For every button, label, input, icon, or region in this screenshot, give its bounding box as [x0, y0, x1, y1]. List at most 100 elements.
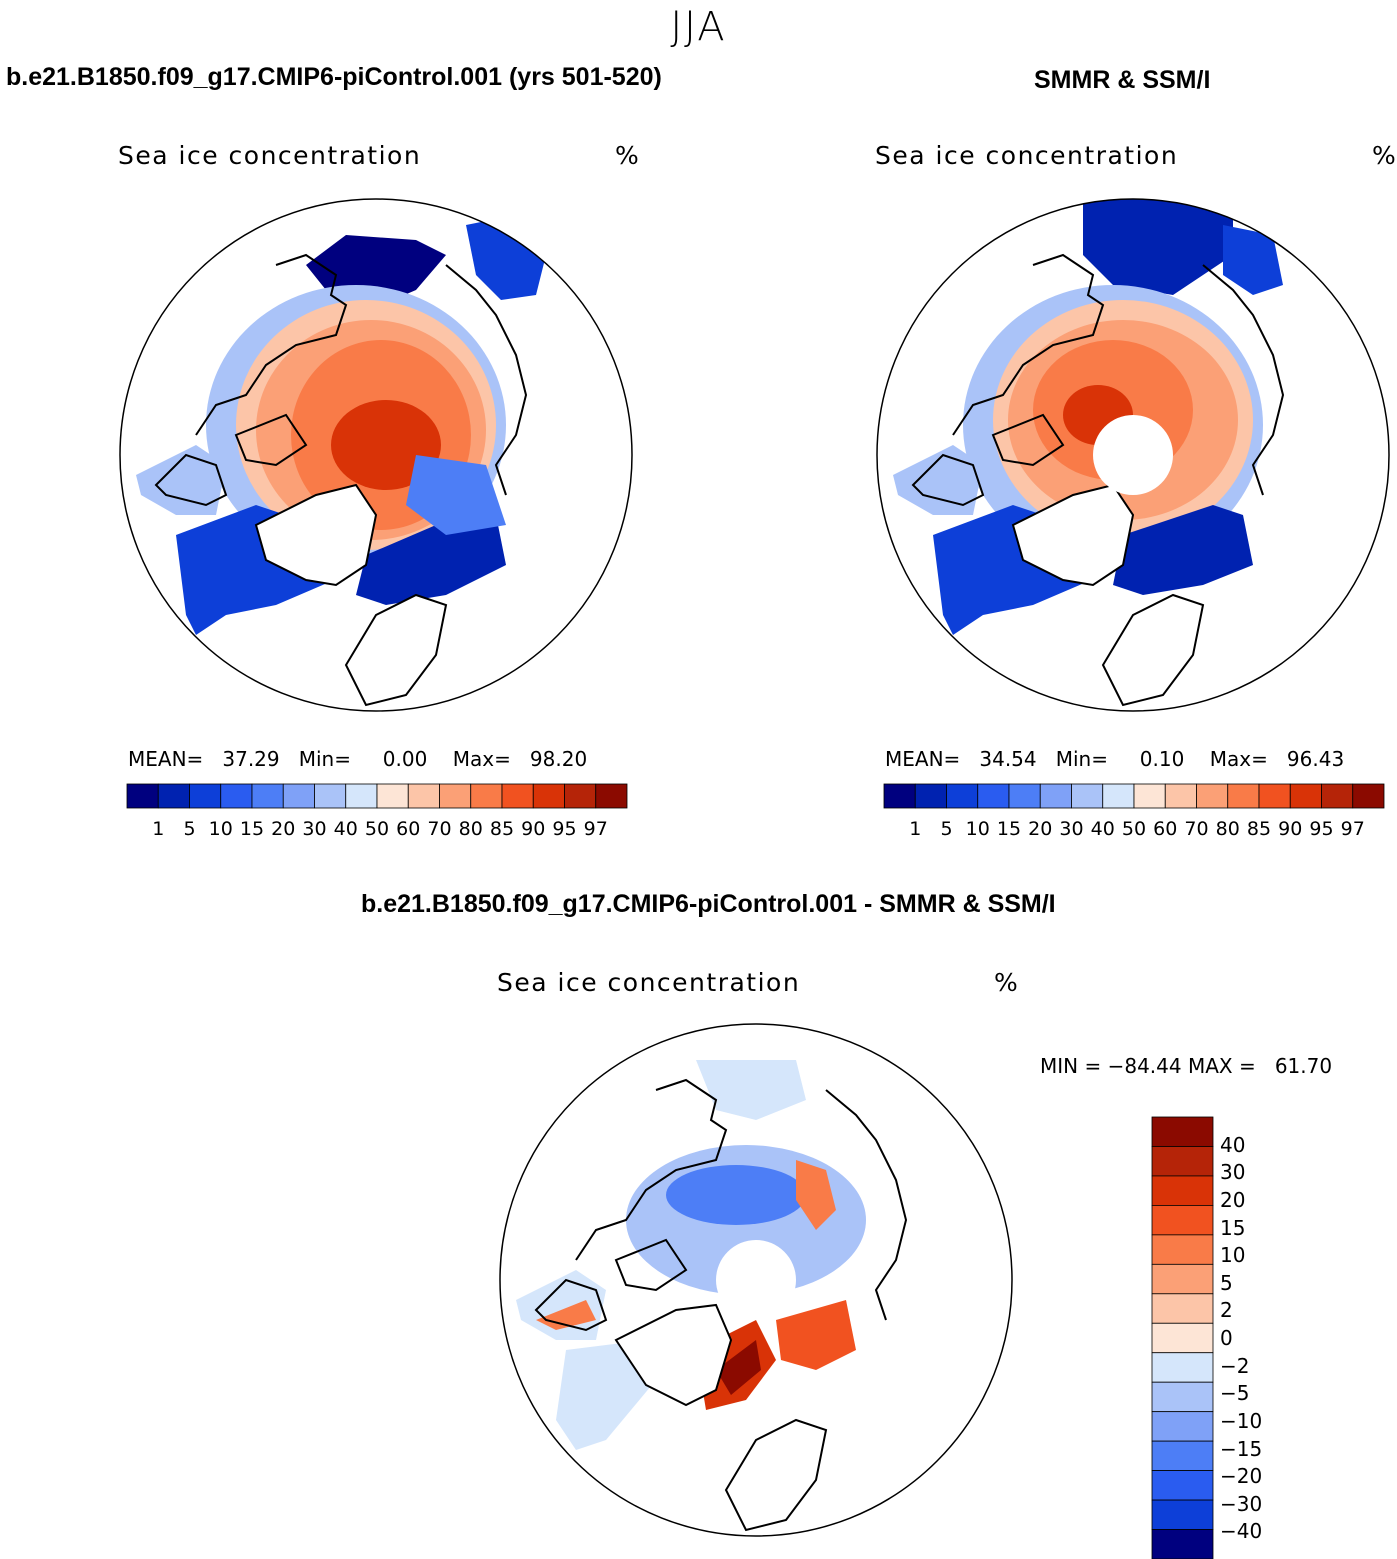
- colorbar-tick-label: 95: [552, 818, 577, 840]
- colorbar-tick-label: 15: [1220, 1215, 1246, 1240]
- colorbar-swatch: [914, 783, 947, 809]
- panel-1-mean-label: MEAN=: [128, 747, 204, 771]
- colorbar-tick-label: 50: [1121, 818, 1147, 840]
- colorbar-tick-label: 20: [1220, 1187, 1246, 1212]
- panel-2-map-border: [876, 198, 1390, 712]
- panel-1-coastline-2: [445, 264, 528, 496]
- colorbar-tick-label: 20: [271, 818, 296, 840]
- panel-2-map: [876, 198, 1390, 712]
- colorbar-swatch: [1164, 783, 1197, 809]
- diff-max: 61.70: [1274, 1054, 1333, 1078]
- panel-1-coastline-4: [234, 413, 308, 467]
- panel-2-barents-ice: [1113, 505, 1253, 595]
- colorbar-tick-label: 95: [1309, 818, 1334, 840]
- panel-1-colorbar: [126, 783, 628, 809]
- colorbar-swatch: [189, 783, 222, 809]
- panel-1-barents-ice: [356, 515, 506, 605]
- colorbar-swatch: [1039, 783, 1072, 809]
- diff-greenland: [614, 1303, 733, 1407]
- panel-1-greenland: [254, 483, 378, 587]
- panel-2-max: 96.43: [1286, 747, 1345, 771]
- panel-1-scandinavia: [344, 593, 448, 707]
- colorbar-tick-label: 10: [208, 818, 233, 840]
- colorbar-tick-label: 97: [1340, 818, 1365, 840]
- colorbar-swatch: [1151, 1205, 1214, 1236]
- colorbar-tick-label: 85: [489, 818, 515, 840]
- panel-1-title: b.e21.B1850.f09_g17.CMIP6-piControl.001 …: [6, 63, 662, 91]
- colorbar-tick-label: −10: [1220, 1408, 1263, 1433]
- season-title: JJA: [670, 4, 727, 50]
- colorbar-tick-label: 40: [1220, 1132, 1246, 1157]
- colorbar-tick-label: 60: [396, 818, 421, 840]
- colorbar-swatch: [1151, 1322, 1214, 1354]
- colorbar-swatch: [1196, 783, 1229, 809]
- panel-2-scandinavia: [1101, 593, 1205, 707]
- colorbar-swatch: [376, 783, 409, 809]
- panel-2-coastline-4: [991, 413, 1065, 467]
- colorbar-swatch: [564, 783, 597, 809]
- colorbar-swatch: [1151, 1411, 1214, 1442]
- colorbar-tick-label: 30: [302, 818, 327, 840]
- colorbar-swatch: [1289, 783, 1322, 809]
- panel-1-hudson-ice: [136, 445, 226, 515]
- diff-coastline-1: [575, 1078, 728, 1261]
- colorbar-swatch: [1151, 1293, 1214, 1324]
- colorbar-swatch: [282, 783, 315, 809]
- colorbar-swatch: [977, 783, 1010, 809]
- colorbar-tick-label: 1: [152, 818, 165, 840]
- colorbar-tick-label: 20: [1028, 818, 1053, 840]
- colorbar-tick-label: 40: [1090, 818, 1115, 840]
- colorbar-swatch: [1151, 1234, 1214, 1265]
- diff-coastline-2: [825, 1089, 908, 1321]
- colorbar-tick-label: 80: [458, 818, 483, 840]
- colorbar-tick-label: −15: [1220, 1436, 1263, 1461]
- colorbar-tick-label: 80: [1215, 818, 1240, 840]
- colorbar-tick-label: 10: [965, 818, 990, 840]
- colorbar-swatch: [1227, 783, 1260, 809]
- colorbar-tick-label: 40: [333, 818, 358, 840]
- colorbar-swatch: [1151, 1175, 1214, 1206]
- colorbar-swatch: [1352, 783, 1385, 809]
- panel-2-unit: %: [1372, 141, 1396, 170]
- colorbar-swatch: [1151, 1470, 1214, 1501]
- colorbar-swatch: [501, 783, 534, 809]
- panel-1-unit: %: [615, 141, 639, 170]
- panel-2-colorbar-ticks: 1 5 10 15 20 30 40 50 60 70 80 85 90 95 97: [884, 818, 1384, 842]
- diff-colorbar: [1151, 1116, 1214, 1559]
- panel-2-coastline-2: [1202, 264, 1285, 496]
- colorbar-tick-label: 90: [1278, 818, 1303, 840]
- diff-unit: %: [994, 968, 1018, 997]
- panel-1-colorbar-ticks: 1 5 10 15 20 30 40 50 60 70 80 85 90 95 97: [127, 818, 627, 842]
- panel-2-stats: MEAN= 34.54 Min= 0.10 Max= 96.43: [885, 747, 1344, 771]
- diff-max-label: MAX =: [1187, 1054, 1256, 1078]
- colorbar-tick-label: 5: [1220, 1270, 1233, 1295]
- colorbar-swatch: [1102, 783, 1135, 809]
- colorbar-tick-label: 30: [1059, 818, 1084, 840]
- panel-1-max: 98.20: [529, 747, 588, 771]
- colorbar-tick-label: 70: [1184, 818, 1209, 840]
- panel-2-pole-hole: [1093, 415, 1173, 495]
- panel-1-min: 0.00: [382, 747, 428, 771]
- colorbar-tick-label: −20: [1220, 1464, 1263, 1489]
- colorbar-tick-label: 5: [940, 818, 953, 840]
- colorbar-swatch: [1321, 783, 1354, 809]
- colorbar-swatch: [1151, 1116, 1214, 1147]
- panel-1-kara-ice: [406, 455, 506, 535]
- colorbar-tick-label: −2: [1220, 1353, 1250, 1378]
- colorbar-tick-label: −40: [1220, 1519, 1263, 1544]
- colorbar-swatch: [220, 783, 253, 809]
- colorbar-swatch: [1151, 1381, 1214, 1413]
- colorbar-tick-label: 0: [1220, 1326, 1233, 1350]
- diff-barents-pos: [776, 1300, 856, 1370]
- panel-2-coastline-1: [952, 253, 1105, 436]
- colorbar-swatch: [407, 783, 440, 809]
- panel-1-min-label: Min=: [298, 747, 351, 771]
- diff-variable: Sea ice concentration: [497, 968, 801, 997]
- panel-2-title: SMMR & SSM/I: [1034, 66, 1211, 94]
- diff-colorbar-ticks: 40 30 20 15 10 5 2 0 −2 −5 −10 −15 −20 −30 −40: [1220, 1117, 1300, 1559]
- panel-2-min-label: Min=: [1055, 747, 1108, 771]
- colorbar-swatch: [1151, 1529, 1214, 1559]
- panel-2-bering-ice: [1083, 199, 1233, 295]
- diff-hudson-pos: [536, 1300, 596, 1330]
- colorbar-tick-label: 70: [427, 818, 452, 840]
